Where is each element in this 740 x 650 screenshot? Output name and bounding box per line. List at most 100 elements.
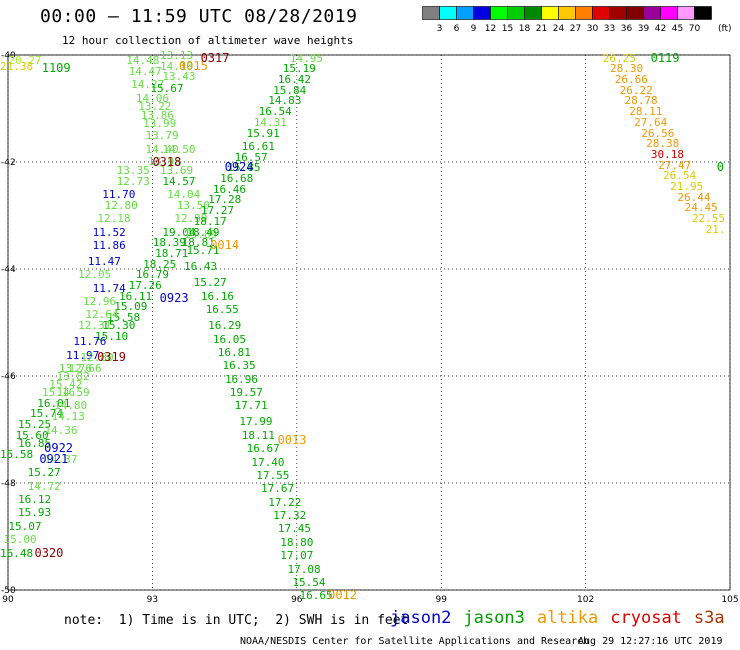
satellite-legend-item: s3a [693,608,725,628]
pass-time-label: 0922 [44,441,74,456]
wave-height-label: 16.12 [17,493,52,507]
wave-height-label: 30.18 [650,147,685,161]
pass-time-label: 0119 [650,50,680,65]
wave-height-label: 16.61 [241,139,275,153]
colorbar-tick: 24 [553,24,565,34]
wave-height-label: 16.85 [17,436,52,450]
colorbar-legend: 3 6 9 12 15 18 21 24 27 30 33 36 39 42 45 70 (ft) [422,6,732,34]
wave-height-label: 16.29 [208,319,242,333]
wave-height-label: 14.04 [167,188,201,202]
wave-height-label: 16.65 [299,589,333,603]
colorbar-tick: 30 [587,24,599,34]
wave-height-label: 14.47 [128,65,162,79]
wave-height-label: 19.57 [229,386,263,400]
colorbar-tick: 3 [437,24,443,34]
wave-height-label: 11.76 [73,335,107,349]
wave-height-label: 16.96 [224,372,259,386]
wave-height-label: 12.66 [68,361,102,375]
wave-height-label: 15.74 [30,407,64,421]
wave-height-label: 26.54 [662,169,697,183]
wave-height-label: 28.11 [629,105,663,119]
wave-height-label: 14.19 [159,59,194,73]
wave-height-label: 12.80 [104,198,138,212]
wave-height-label: 18.25 [143,257,177,271]
pass-time-label: 0 [716,160,724,175]
wave-height-label: 22.55 [691,212,725,226]
wave-height-label: 14.59 [56,386,90,400]
wave-height-label: 12.05 [78,268,112,282]
wave-height-label: 14.50 [162,142,196,156]
colorbar-tick: 36 [621,24,633,34]
satellite-legend-item: jason3 [463,608,525,628]
wave-height-label: 15.07 [8,519,42,533]
lon-tick-label: 96 [291,595,303,605]
wave-height-label: 13.76 [58,361,92,375]
wave-height-label: 13.13 [159,49,194,62]
wave-height-label: 18.39 [152,236,186,250]
wave-height-label: 28.38 [646,137,680,151]
wave-height-label: 17.22 [268,495,302,509]
pass-time-label: 0013 [277,433,307,448]
wave-height-label: 26.44 [677,190,711,204]
lon-tick-label: 105 [721,595,738,605]
colorbar-tick: 6 [454,24,460,34]
wave-height-label: 16.67 [246,442,280,456]
wave-height-label: 14.80 [54,399,88,413]
wave-height-label: 11.86 [92,238,126,252]
wave-height-label: 15.71 [186,244,220,258]
wave-height-label: 17.26 [128,279,162,293]
wave-height-label: 15.25 [17,418,52,432]
page-title: 00:00 – 11:59 UTC 08/28/2019 [40,6,358,27]
wave-height-label: 11.74 [92,281,126,295]
colorbar-tick: 12 [485,24,496,34]
wave-height-label: 16.35 [222,359,256,373]
footer-timestamp: Aug 29 12:27:16 UTC 2019 [578,636,723,647]
pass-time-label: 0318 [152,155,182,169]
wave-height-label: 16.05 [212,332,247,346]
wave-height-label: 15.60 [15,428,49,442]
wave-height-label: 14.57 [162,174,196,188]
lat-tick-label: -42 [1,158,16,168]
colorbar-tick: 33 [604,24,615,34]
colorbar-tick: 70 [689,24,701,34]
wave-height-label: 26.56 [641,126,675,140]
wave-height-label: 16.43 [184,260,218,274]
wave-height-label: 14.40 [145,142,179,156]
wave-height-label: 16.42 [277,73,312,87]
wave-height-label: 16.11 [119,289,153,303]
footer-credit: NOAA/NESDIS Center for Satellite Applica… [240,636,590,647]
wave-height-label: 16.48 [0,546,34,560]
wave-height-label: 16.54 [258,105,292,119]
wave-height-label: 15.19 [282,62,316,76]
wave-height-label: 11.47 [87,254,121,268]
satellite-legend-item: cryosat [610,608,682,628]
wave-height-label: 15.67 [150,82,184,96]
colorbar-tick: 18 [519,24,531,34]
colorbar-tick: 42 [655,24,666,34]
wave-height-label: 13.86 [140,108,174,122]
wave-height-label: 15.84 [273,83,307,97]
wave-height-label: 17.28 [208,193,242,207]
wave-height-label: 16.79 [135,268,170,282]
colorbar-unit: (ft) [718,24,732,34]
wave-height-label: 14.37 [44,452,78,466]
wave-height-label: 17.08 [287,562,321,576]
wave-height-label: 28.30 [610,62,644,76]
colorbar-tick: 27 [570,24,581,34]
wave-height-label: 17.99 [239,415,273,429]
wave-height-label: 26.66 [614,73,648,87]
page-subtitle: 12 hour collection of altimeter wave hei… [62,34,354,47]
wave-height-label: 13.50 [176,198,210,212]
pass-time-label: 0319 [97,350,126,365]
colorbar-swatch [694,6,712,20]
pass-time-label: 0317 [200,50,230,65]
satellite-legend: jason2 jason3 altika cryosat s3a [390,608,737,628]
wave-height-label: 15.85 [227,161,261,175]
wave-height-label: 13.43 [162,70,196,84]
wave-height-label: 21.38 [0,59,34,73]
wave-height-label: 21. [705,222,726,236]
wave-height-label: 12.73 [116,174,150,188]
satellite-legend-item: altika [536,608,599,628]
pass-time-label: 0320 [34,545,64,560]
